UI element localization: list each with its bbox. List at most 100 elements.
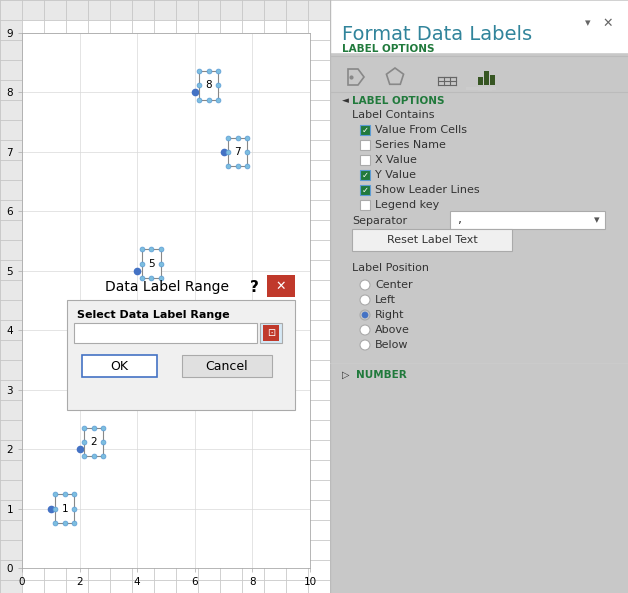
Bar [198, 240, 220, 260]
Bar [264, 440, 286, 460]
Bar [88, 340, 110, 360]
Bar [66, 320, 88, 340]
Bar [220, 140, 242, 160]
Bar [154, 260, 176, 280]
Bar [88, 400, 110, 420]
Bar [88, 40, 110, 60]
Bar [0, 360, 22, 380]
Bar [44, 60, 66, 80]
Bar [132, 240, 154, 260]
Bar [110, 480, 132, 500]
Bar [286, 440, 308, 460]
Bar [88, 460, 110, 480]
Bar [220, 480, 242, 500]
Text: Select Data Label Range: Select Data Label Range [77, 310, 230, 320]
Bar [44, 540, 66, 560]
Bar [88, 180, 110, 200]
Bar [154, 240, 176, 260]
Bar [330, 520, 352, 540]
Bar [198, 520, 220, 540]
Bar [176, 420, 198, 440]
Bar [88, 160, 110, 180]
Bar [110, 340, 132, 360]
Text: NUMBER: NUMBER [356, 370, 407, 380]
Bar [0, 180, 22, 200]
Bar [220, 460, 242, 480]
Bar [242, 220, 264, 240]
Text: Separator: Separator [352, 216, 407, 226]
Bar [264, 480, 286, 500]
Bar [308, 520, 330, 540]
Bar [286, 180, 308, 200]
Bar [198, 40, 220, 60]
Bar [176, 560, 198, 580]
Bar [22, 480, 44, 500]
Bar [44, 120, 66, 140]
Bar [132, 220, 154, 240]
Bar [264, 40, 286, 60]
Bar [110, 360, 132, 380]
Bar [308, 300, 330, 320]
Bar [220, 0, 242, 20]
Bar [308, 260, 330, 280]
Text: ,: , [458, 213, 462, 227]
Bar [0, 200, 22, 220]
Text: Reset Label Text: Reset Label Text [387, 235, 477, 245]
Bar [220, 180, 242, 200]
Bar [176, 60, 198, 80]
Bar [198, 460, 220, 480]
Bar [154, 200, 176, 220]
Bar [242, 520, 264, 540]
Bar [44, 0, 66, 20]
Bar [484, 71, 489, 85]
Bar [0, 160, 22, 180]
Bar [66, 60, 88, 80]
Bar [264, 60, 286, 80]
Bar [330, 340, 352, 360]
Bar [242, 460, 264, 480]
Bar [330, 300, 352, 320]
Bar [88, 140, 110, 160]
Bar [132, 120, 154, 140]
Bar [198, 160, 220, 180]
Bar [22, 100, 44, 120]
Bar [0, 100, 22, 120]
Bar [132, 400, 154, 420]
Bar [154, 520, 176, 540]
Bar [66, 400, 88, 420]
Bar [88, 200, 110, 220]
Bar [88, 580, 110, 593]
Bar [330, 360, 352, 380]
Bar [308, 280, 330, 300]
Bar [264, 140, 286, 160]
Bar [22, 380, 44, 400]
Bar [260, 323, 282, 343]
Text: LABEL OPTIONS: LABEL OPTIONS [342, 44, 435, 54]
Bar [66, 560, 88, 580]
Bar [66, 20, 88, 40]
Bar [308, 320, 330, 340]
Bar [330, 280, 352, 300]
Bar [66, 80, 88, 100]
Bar [176, 380, 198, 400]
Bar [44, 20, 66, 40]
Bar [44, 520, 66, 540]
Bar [198, 280, 220, 300]
Bar [264, 120, 286, 140]
Bar [330, 140, 352, 160]
Bar [220, 420, 242, 440]
Bar [67, 300, 295, 410]
Bar [308, 20, 330, 40]
Bar [330, 40, 352, 60]
Bar [66, 340, 88, 360]
Bar [154, 420, 176, 440]
Bar [176, 440, 198, 460]
Bar [220, 320, 242, 340]
Bar [308, 40, 330, 60]
Circle shape [362, 312, 368, 318]
Bar [308, 120, 330, 140]
Bar [330, 60, 352, 80]
Text: Cancel: Cancel [206, 359, 248, 372]
Bar [308, 360, 330, 380]
Bar [0, 580, 22, 593]
